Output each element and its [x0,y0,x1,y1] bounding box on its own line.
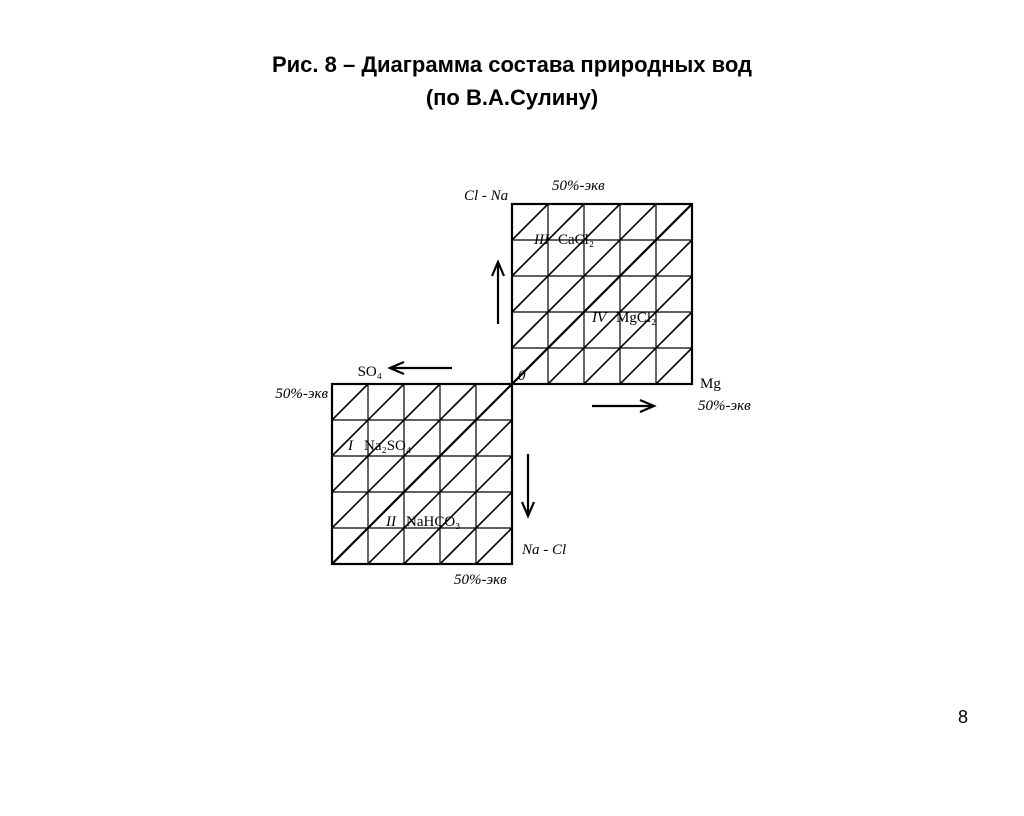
label-left-axis: SO₄ [358,364,382,380]
title-line2: (по В.А.Сулину) [0,81,1024,114]
sulin-diagram: 0 50%-экв Cl - Na Mg 50%-экв SO₄ 50%-экв… [232,154,792,614]
page-number: 8 [958,707,968,728]
label-bottom-axis: Na - Cl [521,542,566,558]
region-II-chem: NaHCO₃ [406,514,460,530]
label-left-pct: 50%-экв [275,386,328,402]
region-IV-roman: IV [591,310,608,326]
region-III-chem: CaCl₂ [558,232,594,248]
label-bottom-pct: 50%-экв [454,572,507,588]
label-right-pct: 50%-экв [698,398,751,414]
region-I-chem: Na₂SO₄ [364,438,411,454]
arrow-left-icon [390,362,452,374]
region-IV-chem: MgCl₂ [616,310,656,326]
region-II-roman: II [385,514,397,530]
origin-label: 0 [518,368,526,384]
label-top-pct: 50%-экв [552,178,605,194]
arrow-right-icon [592,400,654,412]
label-right-axis: Mg [700,376,721,392]
label-top-axis: Cl - Na [464,188,508,204]
title-line1: Рис. 8 – Диаграмма состава природных вод [0,48,1024,81]
region-I-roman: I [347,438,354,454]
arrow-down-icon [522,454,534,516]
region-III-roman: III [533,232,550,248]
arrow-up-icon [492,262,504,324]
